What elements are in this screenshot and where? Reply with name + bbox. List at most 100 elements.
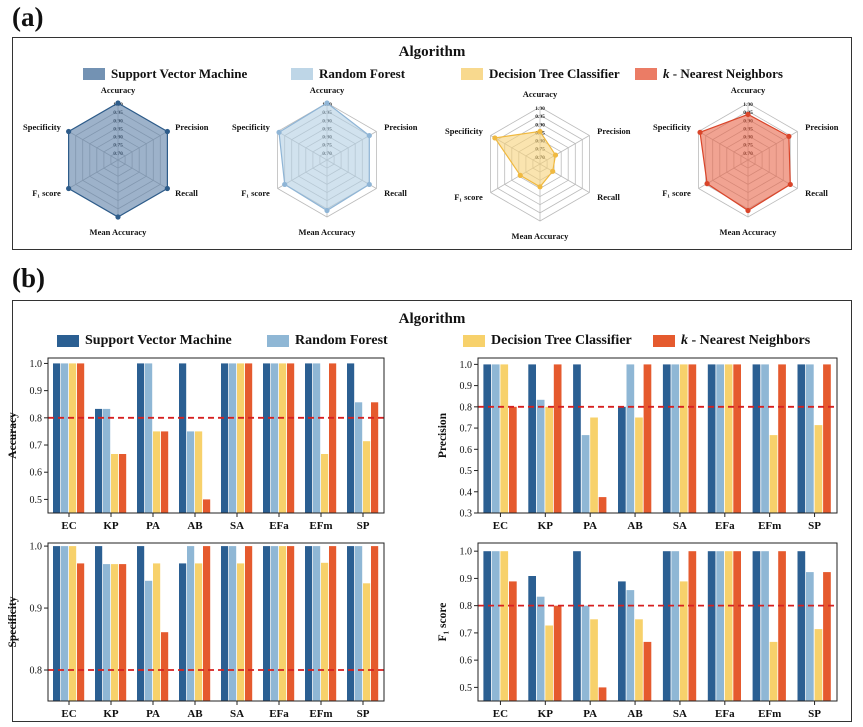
bar — [287, 363, 295, 513]
bar — [590, 417, 598, 513]
radar-point — [115, 214, 121, 220]
x-tick-label: AB — [627, 708, 643, 720]
x-tick-label: EFm — [758, 708, 781, 720]
x-tick-label: SP — [357, 520, 370, 532]
bar — [806, 572, 814, 701]
bar — [716, 364, 724, 513]
bar — [724, 364, 733, 513]
legend-b-rf: Random Forest — [267, 333, 388, 349]
legend-b-knn: k - Nearest Neighbors — [653, 333, 810, 349]
y-tick-label: 0.9 — [30, 604, 43, 615]
x-tick-label: EFa — [269, 708, 289, 720]
bar — [95, 408, 103, 513]
x-tick-label: KP — [538, 708, 554, 720]
radar-axis-label: Mean Accuracy — [90, 227, 148, 237]
legend-a-swatch — [83, 68, 105, 80]
legend-a-svm: Support Vector Machine — [83, 66, 247, 82]
bar — [347, 546, 355, 701]
bar — [679, 364, 688, 513]
radar-point — [115, 100, 121, 106]
bar — [271, 363, 279, 513]
bar — [271, 546, 279, 701]
radar-axis-label: Mean Accuracy — [512, 231, 570, 241]
bar — [769, 641, 778, 701]
bar — [355, 402, 363, 513]
bar — [321, 562, 329, 701]
radar-point — [324, 207, 330, 214]
bar — [305, 363, 313, 513]
x-tick-label: KP — [103, 520, 119, 532]
bar-panel: Algorithm Support Vector Machine Random … — [12, 300, 852, 722]
radar-point — [366, 181, 372, 188]
bar — [761, 364, 769, 513]
bar — [95, 546, 103, 701]
bar — [752, 364, 761, 513]
bar — [203, 546, 211, 701]
y-tick-label: 0.4 — [460, 487, 473, 498]
bar — [145, 580, 153, 701]
radar-point — [552, 152, 559, 158]
x-tick-label: EFm — [309, 520, 332, 532]
radar-1: 1.000.950.900.850.800.750.70AccuracyPrec… — [232, 85, 418, 237]
bar — [111, 564, 119, 701]
radar-axis-label: Precision — [175, 122, 209, 132]
bar — [500, 364, 509, 513]
bar — [53, 363, 61, 513]
bar — [716, 551, 724, 701]
bar — [688, 364, 697, 513]
radar-point — [550, 168, 556, 174]
legend-a-label: Support Vector Machine — [111, 66, 248, 81]
x-tick-label: EC — [493, 520, 508, 532]
x-tick-label: SA — [230, 520, 244, 532]
legend-title-a: Algorithm — [398, 44, 466, 60]
radar-point — [164, 128, 170, 135]
radar-point — [492, 135, 498, 141]
bar — [229, 363, 237, 513]
bar — [77, 363, 85, 513]
bar — [528, 576, 536, 701]
bar — [187, 546, 195, 701]
bar — [103, 408, 111, 513]
bar — [491, 364, 500, 513]
bar — [545, 406, 553, 513]
bar — [53, 546, 61, 701]
bar — [679, 581, 688, 701]
y-tick-label: 0.7 — [460, 424, 473, 435]
bar — [823, 572, 831, 701]
radar-point — [66, 185, 72, 192]
bar — [671, 551, 680, 701]
x-tick-label: KP — [538, 520, 554, 532]
bar — [483, 551, 492, 701]
radar-axis-label: Specificity — [232, 122, 271, 132]
bar — [195, 431, 203, 513]
legend-a-dt: Decision Tree Classifier — [461, 66, 620, 82]
bar — [707, 551, 716, 701]
bar — [137, 546, 145, 701]
bar — [769, 435, 778, 513]
y-tick-label: 0.8 — [30, 666, 43, 677]
bar — [263, 363, 271, 513]
bar — [153, 431, 161, 513]
bar — [509, 406, 517, 513]
plot-frame — [47, 357, 385, 514]
bar — [347, 363, 355, 513]
x-tick-label: KP — [103, 708, 119, 720]
x-tick-label: SP — [357, 708, 370, 720]
x-tick-label: EC — [61, 708, 76, 720]
legend-a-swatch — [291, 68, 313, 80]
bar — [305, 546, 313, 701]
bar-chart-3: 0.8 0.9 1.0 EC KP PA AB SA EFa EFm SP Specificity — [7, 542, 385, 720]
y-tick-label: 0.5 — [460, 683, 473, 694]
bar — [237, 363, 245, 513]
bar — [707, 364, 716, 513]
x-tick-label: SP — [808, 708, 821, 720]
bar — [814, 629, 823, 701]
bar — [545, 625, 553, 701]
x-tick-label: SA — [673, 708, 687, 720]
radar-2: 1.000.950.900.850.800.750.70AccuracyPrec… — [445, 89, 631, 241]
bar — [491, 551, 500, 701]
bar — [229, 546, 237, 701]
bar — [500, 551, 509, 701]
